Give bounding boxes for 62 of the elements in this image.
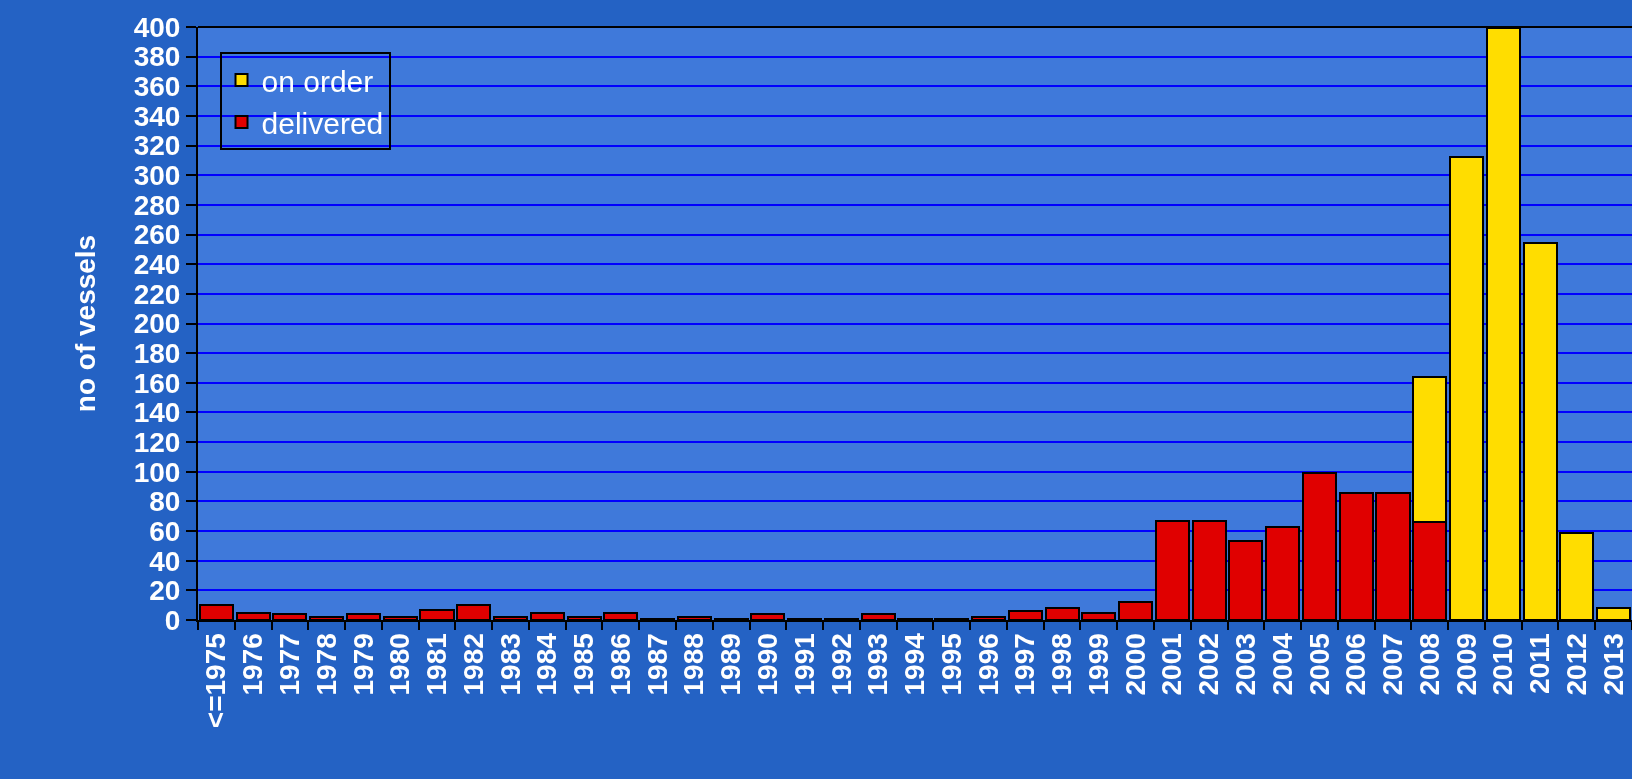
legend-label: delivered [261, 106, 384, 140]
x-tick-label: 1985 [568, 633, 600, 696]
y-tick-label: 60 [149, 515, 181, 547]
y-axis-title: no of vessels [69, 234, 101, 413]
y-tick-label: 280 [133, 189, 181, 221]
x-tick-label: 1982 [457, 633, 489, 696]
y-tick-label: 220 [133, 278, 181, 310]
y-tick-label: 300 [133, 160, 181, 192]
x-tick-label: 2013 [1597, 633, 1629, 696]
x-tick-label: 1986 [604, 633, 636, 696]
x-tick-label: 1996 [972, 633, 1004, 696]
y-tick-label: 140 [133, 397, 181, 429]
x-tick-label: 2008 [1413, 633, 1445, 696]
x-tick-label: 1987 [641, 633, 673, 696]
y-tick-label: 20 [149, 575, 181, 607]
x-tick-label: 1984 [531, 632, 563, 696]
y-tick-label: 40 [149, 545, 181, 577]
x-tick-label: <=1975 [200, 633, 232, 729]
x-tick-label: 1990 [752, 633, 784, 696]
x-tick-label: 2002 [1193, 633, 1225, 696]
x-tick-label: 1991 [788, 633, 820, 696]
x-tick-label: 1989 [715, 633, 747, 696]
x-tick-label: 1992 [825, 633, 857, 696]
y-tick-label: 400 [133, 11, 181, 43]
x-tick-label: 2006 [1340, 633, 1372, 696]
x-tick-label: 1995 [935, 633, 967, 696]
x-tick-label: 1977 [274, 633, 306, 696]
y-tick-label: 360 [133, 71, 181, 103]
x-tick-label: 2007 [1377, 633, 1409, 696]
x-tick-label: 1978 [310, 633, 342, 696]
x-tick-label: 1997 [1009, 633, 1041, 696]
x-tick-label: 1998 [1046, 633, 1078, 696]
y-tick-label: 340 [133, 100, 181, 132]
x-tick-label: 1999 [1082, 633, 1114, 696]
x-tick-label: 1979 [347, 633, 379, 696]
x-tick-label: 2000 [1119, 633, 1151, 696]
y-tick-label: 120 [133, 426, 181, 458]
y-tick-label: 100 [133, 456, 181, 488]
x-tick-label: 2010 [1487, 633, 1519, 696]
x-tick-label: 1983 [494, 633, 526, 696]
x-tick-label: 2009 [1450, 633, 1482, 696]
y-tick-label: 200 [133, 308, 181, 340]
x-tick-label: 1994 [899, 632, 931, 696]
x-tick-label: 2004 [1266, 632, 1298, 696]
x-tick-label: 1976 [237, 633, 269, 696]
x-tick-label: 1981 [421, 633, 453, 696]
y-tick-label: 0 [164, 604, 181, 636]
x-tick-label: 2011 [1524, 633, 1556, 694]
y-tick-label: 260 [133, 219, 181, 251]
y-tick-label: 80 [149, 486, 181, 518]
x-tick-label: 2005 [1303, 633, 1335, 696]
y-tick-label: 180 [133, 337, 181, 369]
x-tick-label: 1988 [678, 633, 710, 696]
y-tick-label: 320 [133, 130, 181, 162]
x-tick-label: 1980 [384, 633, 416, 696]
y-tick-label: 160 [133, 367, 181, 399]
x-tick-label: 1993 [862, 633, 894, 696]
x-tick-label: 2003 [1230, 633, 1262, 696]
x-tick-label: 2012 [1560, 633, 1592, 696]
x-tick-label: 2001 [1156, 633, 1188, 696]
y-tick-label: 380 [133, 41, 181, 73]
y-tick-label: 240 [133, 249, 181, 280]
